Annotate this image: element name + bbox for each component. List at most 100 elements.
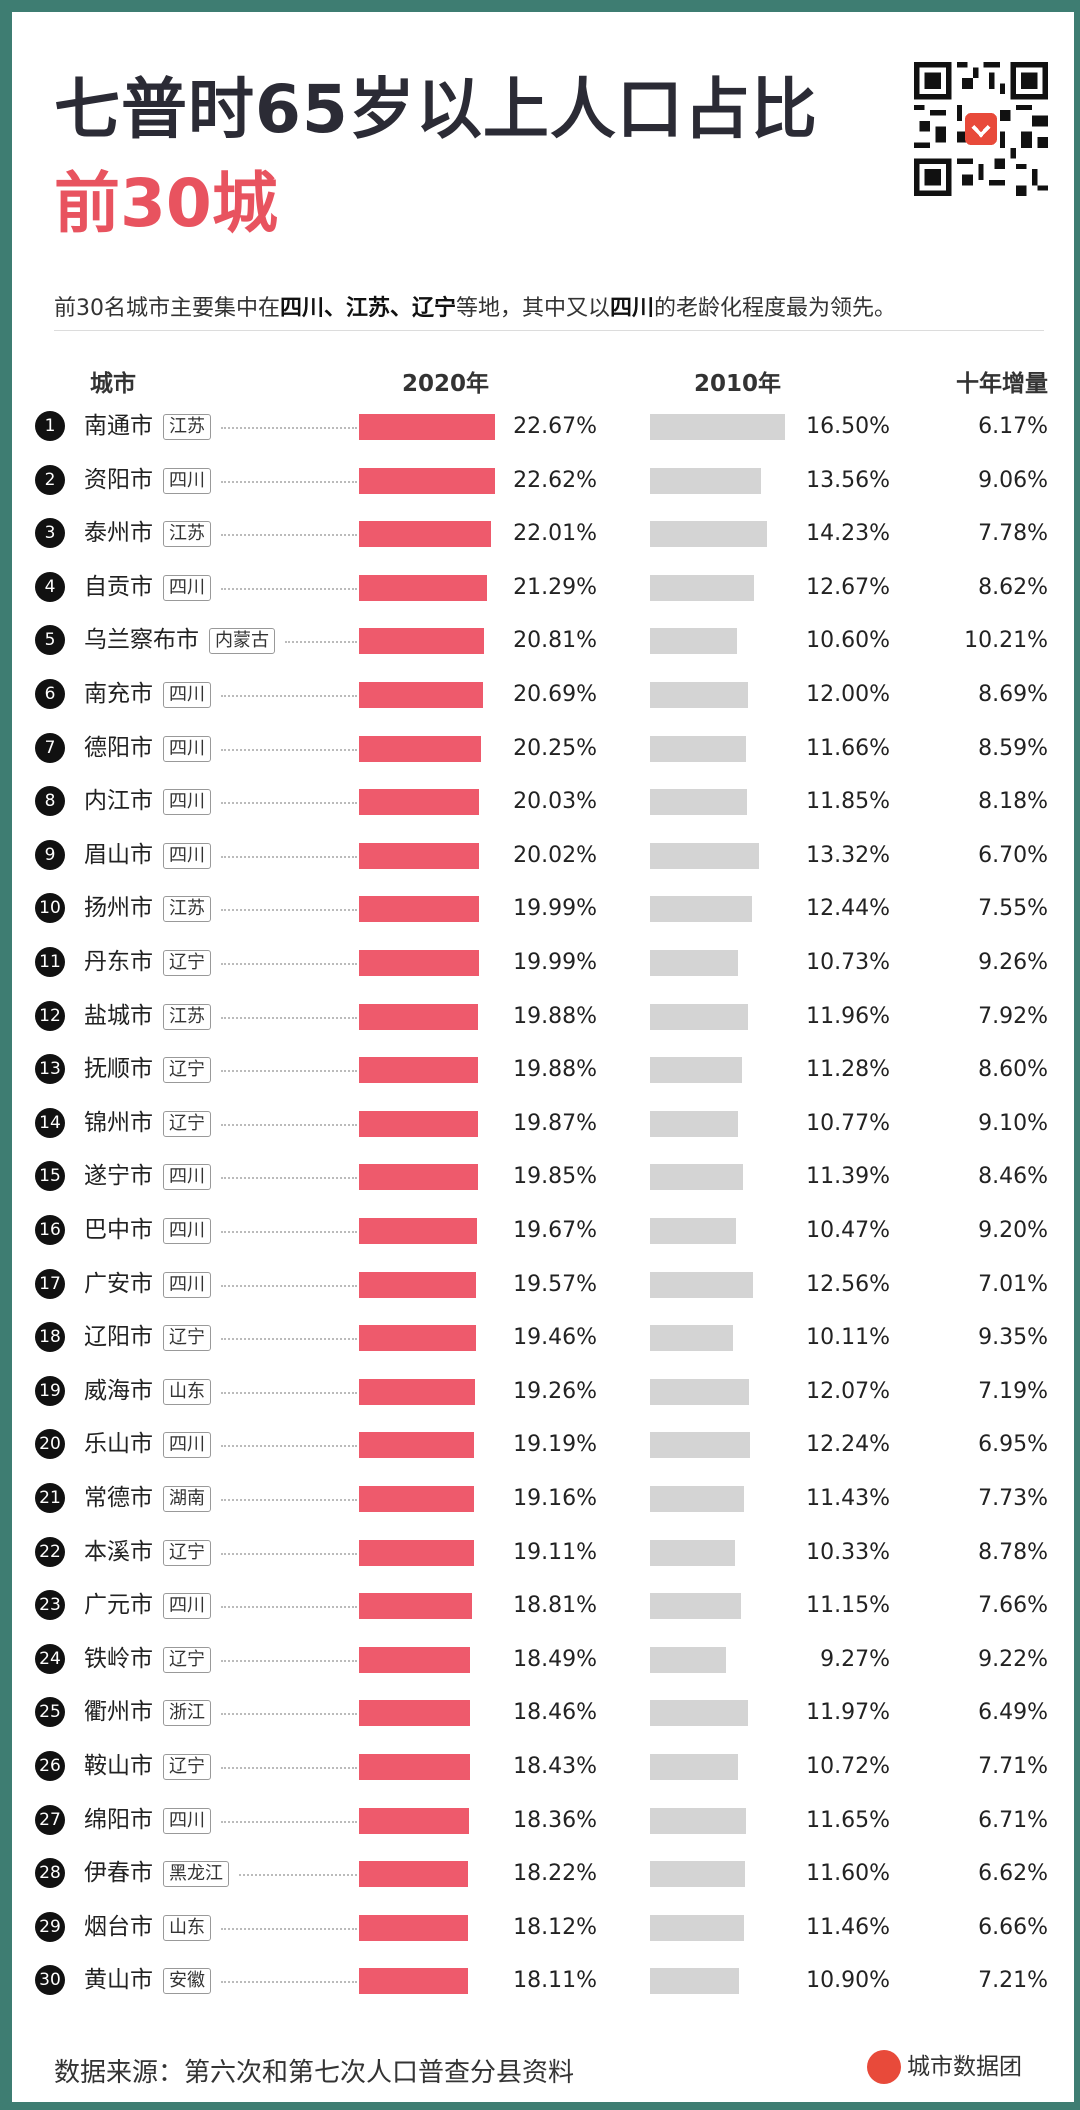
leader-dots	[221, 1231, 357, 1233]
leader-dots	[221, 1284, 357, 1287]
province-tag: 浙江	[163, 1700, 211, 1727]
bar-2020	[359, 1539, 474, 1566]
column-header-increase: 十年增量	[956, 371, 1048, 397]
bar-2020	[359, 1646, 470, 1673]
leader-dots	[221, 427, 357, 429]
bar-2010	[650, 1807, 746, 1834]
bar-2020	[359, 1325, 476, 1352]
bar-2020	[359, 1003, 479, 1030]
leader-dots	[221, 1767, 357, 1769]
bar-2010	[650, 1271, 753, 1298]
column-header-city: 城市	[90, 371, 136, 397]
value-2020: 20.25%	[513, 735, 597, 761]
column-header-2010: 2010年	[694, 371, 782, 397]
description: 前30名城市主要集中在四川、江苏、辽宁等地，其中又以四川的老龄化程度最为领先。	[54, 296, 897, 321]
bar-2010	[650, 842, 760, 869]
rank-badge: 22	[35, 1536, 65, 1567]
value-increase: 7.66%	[978, 1593, 1048, 1619]
rank-badge: 24	[35, 1643, 65, 1674]
province-tag: 四川	[163, 789, 211, 816]
city-name: 广安市	[84, 1270, 153, 1297]
value-2020: 20.03%	[513, 789, 597, 815]
infographic-card: 七普时65岁以上人口占比 前30城 前30名城市主要集中在四川、江苏、辽宁等地，…	[12, 12, 1074, 2102]
rank-badge: 10	[35, 893, 65, 924]
province-tag: 内蒙古	[209, 628, 275, 655]
value-2020: 18.11%	[513, 1968, 597, 1994]
value-2020: 19.88%	[513, 1003, 597, 1029]
value-2020: 18.43%	[513, 1754, 597, 1779]
bar-2020	[359, 735, 481, 762]
value-2020: 19.87%	[513, 1110, 597, 1136]
bar-2010	[650, 735, 746, 762]
rank-badge: 1	[35, 411, 65, 441]
value-2010: 14.23%	[806, 521, 890, 547]
rank-badge: 18	[35, 1322, 65, 1353]
rank-badge: 11	[35, 947, 65, 977]
leader-dots	[221, 1606, 357, 1609]
value-2010: 10.11%	[806, 1325, 890, 1351]
value-2010: 12.44%	[806, 896, 890, 922]
value-2020: 19.85%	[513, 1164, 597, 1190]
bar-2010	[650, 1754, 738, 1780]
value-2010: 11.43%	[806, 1486, 890, 1511]
leader-dots	[221, 855, 357, 858]
rank-badge: 6	[35, 679, 65, 709]
value-increase: 9.20%	[978, 1218, 1048, 1243]
value-2020: 19.57%	[513, 1271, 597, 1297]
value-increase: 7.73%	[978, 1486, 1048, 1511]
bar-2010	[650, 896, 752, 923]
value-2010: 10.77%	[806, 1110, 890, 1136]
table-row: 29 烟台市 山东 18.12% 11.46% 6.66%	[12, 1901, 1074, 1955]
city-name: 资阳市	[84, 466, 153, 493]
rank-badge: 15	[35, 1161, 65, 1192]
table-row: 2 资阳市 四川 22.62% 13.56% 9.06%	[12, 454, 1074, 508]
bar-2020	[359, 521, 492, 548]
bar-2020	[359, 789, 480, 816]
value-2020: 18.81%	[513, 1593, 597, 1619]
bar-2010	[650, 1164, 744, 1191]
bar-2010	[650, 1110, 739, 1137]
leader-dots	[221, 1445, 357, 1448]
value-2020: 19.16%	[513, 1486, 597, 1511]
value-increase: 9.26%	[978, 950, 1048, 975]
divider	[54, 330, 1044, 331]
rank-badge: 29	[35, 1911, 65, 1942]
province-tag: 四川	[163, 842, 211, 869]
table-row: 21 常德市 湖南 19.16% 11.43% 7.73%	[12, 1472, 1074, 1526]
table-row: 9 眉山市 四川 20.02% 13.32% 6.70%	[12, 829, 1074, 883]
value-increase: 8.69%	[978, 682, 1048, 707]
city-name: 乐山市	[84, 1431, 153, 1458]
city-name: 泰州市	[84, 520, 153, 547]
value-2010: 10.33%	[806, 1539, 890, 1565]
table-row: 12 盐城市 江苏 19.88% 11.96% 7.92%	[12, 990, 1074, 1044]
value-2020: 18.12%	[513, 1914, 597, 1940]
value-2010: 11.46%	[806, 1914, 890, 1940]
bar-2010	[650, 467, 762, 494]
leader-dots	[221, 1820, 357, 1823]
page-subtitle: 前30城	[54, 165, 278, 242]
bar-2010	[650, 521, 767, 548]
city-name: 内江市	[84, 788, 153, 815]
province-tag: 四川	[163, 1432, 211, 1459]
bar-2010	[650, 1539, 735, 1566]
value-increase: 7.55%	[978, 896, 1048, 922]
value-increase: 7.92%	[978, 1003, 1048, 1029]
city-name: 广元市	[84, 1592, 153, 1619]
province-tag: 安徽	[163, 1968, 211, 1995]
value-2020: 19.99%	[513, 896, 597, 922]
value-2020: 22.67%	[513, 414, 597, 439]
leader-dots	[221, 1552, 357, 1555]
value-2010: 11.15%	[806, 1593, 890, 1619]
rank-badge: 9	[35, 839, 65, 870]
table-row: 30 黄山市 安徽 18.11% 10.90% 7.21%	[12, 1954, 1074, 2008]
value-2020: 19.88%	[513, 1057, 597, 1083]
value-2010: 12.24%	[806, 1432, 890, 1458]
brand-name: 城市数据团	[907, 2054, 1022, 2080]
bar-2020	[359, 1914, 468, 1941]
rank-badge: 14	[35, 1107, 65, 1138]
city-name: 自贡市	[84, 573, 153, 600]
value-increase: 8.62%	[978, 574, 1048, 600]
leader-dots	[221, 802, 357, 805]
province-tag: 辽宁	[163, 950, 211, 976]
value-increase: 6.17%	[978, 414, 1048, 439]
